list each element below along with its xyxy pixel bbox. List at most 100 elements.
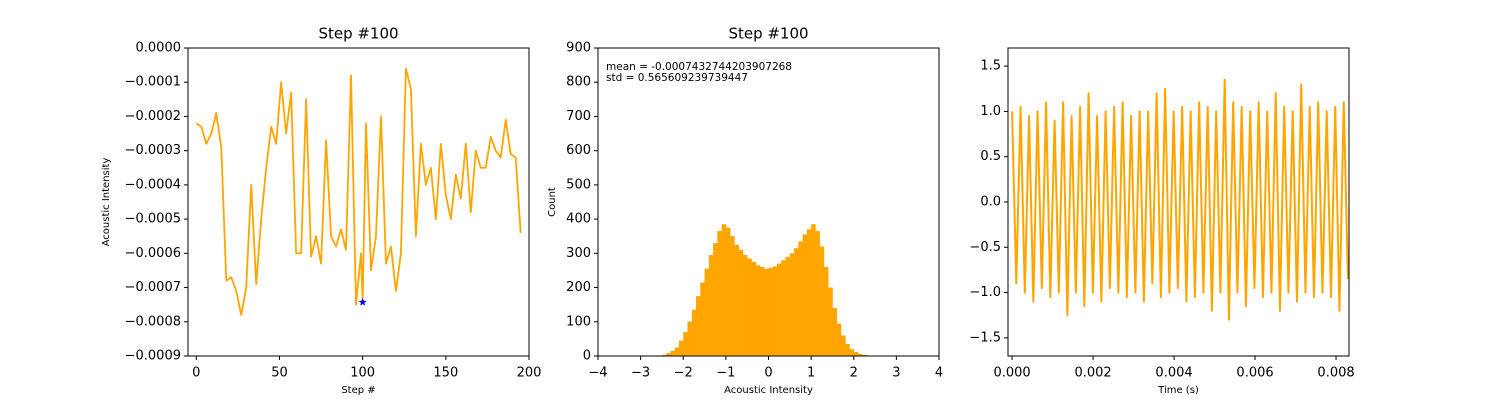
y-tick-label: 800 [566,75,591,90]
hist-bar [661,354,667,356]
hist-bar [721,224,727,356]
hist-bar [777,263,782,356]
y-tick-label: −0.0004 [125,177,181,192]
hist-bar [683,332,688,356]
hist-bar [785,256,791,356]
hist-bar [666,353,671,356]
hist-bar [840,335,846,356]
hist-bar [802,234,808,356]
y-tick-label: −0.0003 [125,143,181,158]
hist-bar [687,321,693,356]
y-tick-label: −0.0001 [125,75,181,90]
y-tick-label: −0.0002 [125,109,181,124]
hist-bar [700,282,705,356]
hist-bar [806,229,812,356]
x-tick-label: 0.000 [993,366,1030,381]
x-tick-label: 150 [433,366,458,381]
hist-bar [845,344,850,356]
hist-bar [696,296,701,356]
hist-bar [768,267,774,356]
hist-bar [678,340,684,356]
hist-bar [747,258,752,356]
hist-bar [832,308,837,356]
y-tick-label: 300 [566,246,591,261]
hist-bar [862,354,867,356]
hist-bar [849,349,855,356]
x-tick-label: 1 [807,366,815,381]
annotation: mean = -0.0007432744203907268 [606,61,792,73]
y-tick-label: 1.0 [980,104,1001,119]
hist-bar [704,268,710,356]
y-tick-label: −1.5 [969,330,1001,345]
x-tick-label: 3 [892,366,900,381]
hist-bar [730,236,735,356]
star-marker [358,298,367,306]
hist-bar [738,249,744,356]
y-axis-label: Acoustic Intensity [101,158,112,247]
axes-frame [187,47,530,357]
y-tick-label: 0.5 [980,149,1001,164]
x-axis-label: Time (s) [1157,385,1199,396]
x-axis-label: Step # [341,385,375,396]
hist-bar [819,246,825,356]
hist-bar [734,244,739,356]
hist-bar [713,243,718,356]
x-tick-label: 50 [271,366,288,381]
y-tick-label: −1.0 [969,285,1001,300]
axes-frame [1007,47,1350,357]
hist-bar [828,287,833,356]
hist-bar [853,351,859,356]
hist-bar [794,248,799,356]
hist-bar [755,265,761,356]
hist-bar [674,347,680,356]
x-tick-label: −2 [674,366,693,381]
hist-bar [836,323,842,356]
y-tick-label: −0.0007 [125,280,181,295]
y-tick-label: 400 [566,212,591,227]
y-tick-label: 0.0000 [136,41,182,56]
y-tick-label: 200 [566,280,591,295]
hist-bar [811,224,816,356]
y-axis-label: Count [547,187,558,217]
x-tick-label: 4 [935,366,943,381]
chart-title: Step #100 [318,25,398,43]
y-tick-label: 0 [583,349,591,364]
annotation: std = 0.565609239739447 [606,72,748,84]
hist-bar [789,253,795,356]
y-tick-label: −0.0006 [125,246,181,261]
y-tick-label: 600 [566,143,591,158]
x-tick-label: 0.004 [1155,366,1192,381]
hist-bar [742,255,748,356]
hist-bar [781,260,786,356]
x-axis-label: Acoustic Intensity [724,385,813,396]
x-tick-label: 2 [850,366,858,381]
x-tick-label: 200 [517,366,542,381]
hist-bar [670,350,676,356]
hist-bar [708,255,714,356]
y-tick-label: 500 [566,177,591,192]
hist-bar [772,266,778,356]
x-tick-label: −4 [588,366,607,381]
y-tick-label: 700 [566,109,591,124]
hist-bar [725,227,731,356]
y-tick-label: −0.0009 [125,349,181,364]
x-tick-label: 0.002 [1074,366,1111,381]
hist-bar [858,353,863,356]
y-tick-label: 100 [566,314,591,329]
x-tick-label: 0.008 [1317,366,1354,381]
y-tick-label: 0.0 [980,195,1001,210]
hist-bar [691,309,697,356]
x-tick-label: −3 [631,366,650,381]
y-tick-label: 900 [566,41,591,56]
y-tick-label: −0.0008 [125,314,181,329]
hist-bar [759,267,765,356]
hist-bar [798,241,803,356]
hist-bar [823,267,829,356]
hist-bar [751,261,757,356]
y-tick-label: −0.5 [969,240,1001,255]
hist-bar [764,268,769,356]
hist-bar [815,231,820,356]
x-tick-label: 0 [192,366,200,381]
x-tick-label: 0.006 [1236,366,1273,381]
x-tick-label: 0 [764,366,772,381]
